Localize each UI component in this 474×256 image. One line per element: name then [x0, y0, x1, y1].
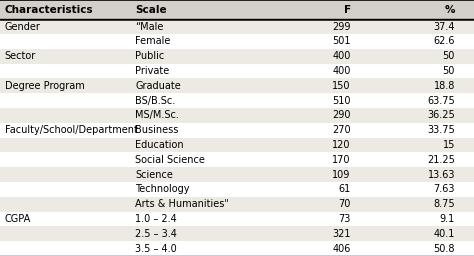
Text: 150: 150 [332, 81, 351, 91]
Text: MS/M.Sc.: MS/M.Sc. [135, 110, 179, 120]
Text: 501: 501 [332, 36, 351, 46]
Text: Social Science: Social Science [135, 155, 205, 165]
Text: 33.75: 33.75 [427, 125, 455, 135]
Text: 13.63: 13.63 [428, 169, 455, 180]
Text: 290: 290 [332, 110, 351, 120]
Text: Characteristics: Characteristics [5, 5, 93, 15]
Text: 270: 270 [332, 125, 351, 135]
Text: 299: 299 [332, 22, 351, 31]
Text: Degree Program: Degree Program [5, 81, 84, 91]
Text: 37.4: 37.4 [434, 22, 455, 31]
Text: 40.1: 40.1 [434, 229, 455, 239]
FancyBboxPatch shape [0, 0, 474, 19]
Text: Business: Business [135, 125, 179, 135]
Text: 8.75: 8.75 [433, 199, 455, 209]
Text: Public: Public [135, 51, 164, 61]
Text: %: % [445, 5, 455, 15]
FancyBboxPatch shape [0, 241, 474, 256]
Text: 18.8: 18.8 [434, 81, 455, 91]
Text: 7.63: 7.63 [434, 184, 455, 194]
Text: CGPA: CGPA [5, 214, 31, 224]
Text: 61: 61 [338, 184, 351, 194]
Text: Female: Female [135, 36, 171, 46]
Text: 70: 70 [338, 199, 351, 209]
Text: Faculty/School/Department: Faculty/School/Department [5, 125, 137, 135]
FancyBboxPatch shape [0, 212, 474, 226]
FancyBboxPatch shape [0, 63, 474, 78]
Text: Arts & Humanities": Arts & Humanities" [135, 199, 229, 209]
FancyBboxPatch shape [0, 182, 474, 197]
Text: 63.75: 63.75 [427, 95, 455, 105]
FancyBboxPatch shape [0, 93, 474, 108]
Text: “Male: “Male [135, 22, 164, 31]
Text: 109: 109 [332, 169, 351, 180]
Text: 1.0 – 2.4: 1.0 – 2.4 [135, 214, 177, 224]
Text: 9.1: 9.1 [440, 214, 455, 224]
Text: Private: Private [135, 66, 169, 76]
Text: 510: 510 [332, 95, 351, 105]
Text: Sector: Sector [5, 51, 36, 61]
Text: 2.5 – 3.4: 2.5 – 3.4 [135, 229, 177, 239]
Text: 50: 50 [443, 51, 455, 61]
Text: 15: 15 [443, 140, 455, 150]
Text: 400: 400 [332, 66, 351, 76]
FancyBboxPatch shape [0, 123, 474, 138]
Text: 170: 170 [332, 155, 351, 165]
Text: F: F [344, 5, 351, 15]
FancyBboxPatch shape [0, 152, 474, 167]
Text: 400: 400 [332, 51, 351, 61]
Text: 62.6: 62.6 [434, 36, 455, 46]
Text: 36.25: 36.25 [427, 110, 455, 120]
FancyBboxPatch shape [0, 34, 474, 49]
Text: 50.8: 50.8 [434, 244, 455, 254]
Text: Scale: Scale [135, 5, 167, 15]
Text: 120: 120 [332, 140, 351, 150]
Text: 3.5 – 4.0: 3.5 – 4.0 [135, 244, 177, 254]
Text: 50: 50 [443, 66, 455, 76]
Text: Gender: Gender [5, 22, 41, 31]
Text: Technology: Technology [135, 184, 190, 194]
Text: Graduate: Graduate [135, 81, 181, 91]
Text: 73: 73 [338, 214, 351, 224]
Text: 406: 406 [332, 244, 351, 254]
Text: BS/B.Sc.: BS/B.Sc. [135, 95, 175, 105]
Text: 21.25: 21.25 [427, 155, 455, 165]
Text: Science: Science [135, 169, 173, 180]
Text: Education: Education [135, 140, 184, 150]
Text: 321: 321 [332, 229, 351, 239]
